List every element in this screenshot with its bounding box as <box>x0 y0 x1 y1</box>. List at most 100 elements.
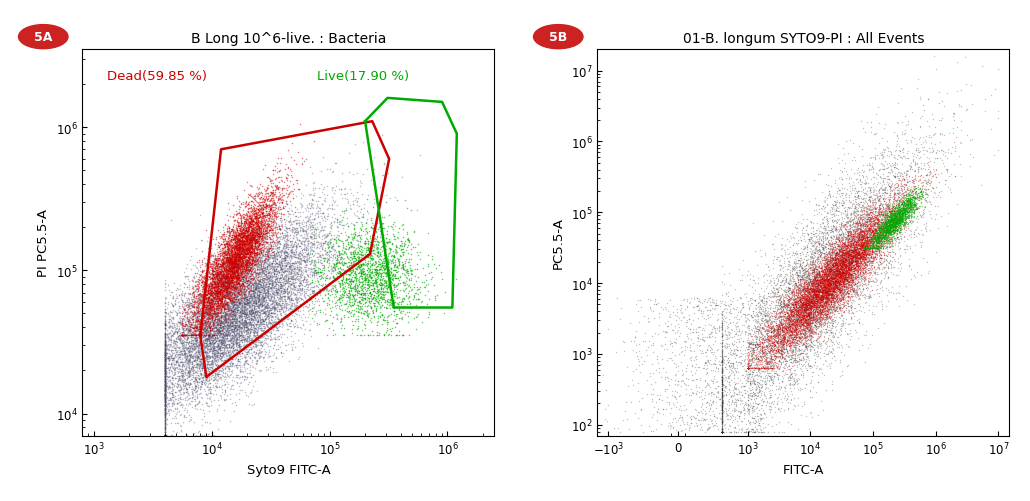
Point <box>344 240 360 248</box>
Point <box>814 304 830 312</box>
Point <box>276 297 293 305</box>
Point <box>801 307 818 315</box>
Point <box>862 227 879 235</box>
Point <box>226 217 242 225</box>
Point <box>848 271 864 279</box>
Point <box>838 329 855 337</box>
Point <box>179 408 196 416</box>
Point <box>370 242 386 250</box>
Point <box>812 310 828 318</box>
Point <box>247 283 264 291</box>
Point <box>801 312 818 320</box>
Point <box>248 225 265 233</box>
Point <box>261 295 277 303</box>
Point <box>164 357 180 365</box>
Point <box>219 237 236 245</box>
Point <box>221 297 238 305</box>
Point <box>867 269 884 277</box>
Point <box>300 249 316 257</box>
Point <box>810 277 826 285</box>
Point <box>328 260 344 268</box>
Point <box>811 306 827 314</box>
Point <box>229 315 245 323</box>
Point <box>202 270 218 278</box>
Point <box>293 239 309 247</box>
Point <box>363 176 379 184</box>
Point <box>720 355 736 363</box>
Point <box>818 285 834 293</box>
Point <box>202 339 218 347</box>
Point <box>744 364 760 372</box>
Point <box>887 221 903 229</box>
Point <box>183 339 200 347</box>
Point <box>806 290 823 298</box>
Point <box>359 260 376 268</box>
Point <box>238 294 254 302</box>
Point <box>750 358 766 366</box>
Point <box>157 384 173 392</box>
Point <box>207 307 224 315</box>
Point <box>812 297 828 305</box>
Point <box>214 282 231 290</box>
Point <box>251 313 268 321</box>
Point <box>832 252 849 260</box>
Point <box>210 290 227 298</box>
Point <box>813 265 829 273</box>
Point <box>273 267 289 275</box>
Point <box>246 280 263 288</box>
Point <box>764 347 781 355</box>
Point <box>195 406 211 414</box>
Point <box>250 215 267 223</box>
Point <box>856 290 872 298</box>
Point <box>782 343 798 351</box>
Point <box>714 427 730 435</box>
Point <box>902 205 919 213</box>
Point <box>791 323 808 331</box>
Point <box>345 197 362 205</box>
Point <box>237 321 253 329</box>
Point <box>815 280 831 288</box>
Point <box>827 264 844 272</box>
Point <box>365 280 381 288</box>
Point <box>291 227 308 235</box>
Point <box>246 243 263 252</box>
Point <box>237 309 253 317</box>
Point <box>780 337 796 345</box>
Point <box>700 424 717 432</box>
Point <box>753 426 769 434</box>
Point <box>873 184 890 192</box>
Point <box>805 299 822 307</box>
Point <box>219 248 236 257</box>
Point <box>805 289 822 297</box>
Point <box>262 311 278 319</box>
Point <box>234 263 250 271</box>
Point <box>822 240 838 248</box>
Point <box>618 398 634 406</box>
Point <box>866 268 883 276</box>
Point <box>238 258 254 266</box>
Point <box>801 233 818 241</box>
Point <box>201 347 217 355</box>
Point <box>899 167 916 175</box>
Point <box>809 315 825 323</box>
Point <box>757 335 774 343</box>
Point <box>280 260 297 268</box>
Point <box>777 329 793 337</box>
Point <box>274 267 290 275</box>
Point <box>921 123 937 131</box>
Point <box>217 259 234 267</box>
Point <box>869 225 886 233</box>
Point <box>254 226 271 234</box>
Point <box>842 227 858 235</box>
Point <box>157 405 173 413</box>
Point <box>788 319 804 327</box>
Point <box>829 282 846 290</box>
Point <box>744 355 760 363</box>
Point <box>753 295 769 303</box>
Point <box>909 192 926 200</box>
Point <box>819 270 835 278</box>
Point <box>234 244 250 252</box>
Point <box>340 223 356 231</box>
Point <box>245 327 262 335</box>
Point <box>188 334 205 342</box>
